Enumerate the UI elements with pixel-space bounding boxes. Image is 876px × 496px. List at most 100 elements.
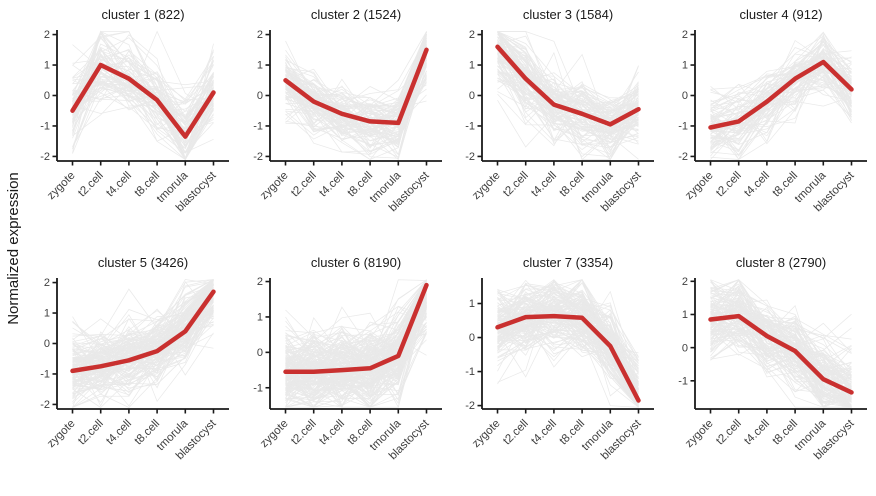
gene-line	[497, 289, 639, 407]
gene-line	[709, 314, 852, 361]
gene-line	[72, 279, 214, 347]
gene-line	[72, 53, 214, 111]
facet-title: cluster 5 (3426)	[98, 255, 188, 270]
gene-line	[72, 57, 214, 86]
gene-line	[284, 291, 427, 396]
gene-line	[284, 307, 427, 392]
gene-line	[709, 305, 852, 393]
gene-lines	[709, 31, 852, 161]
y-tick-label: 2	[44, 29, 50, 41]
gene-line	[497, 54, 639, 151]
facet-grid: cluster 1 (822) -2 -1 0 1 2 zygote t2.cell t4.ce…	[26, 0, 876, 496]
y-axis-title: Normalized expression	[4, 171, 22, 325]
x-tick-label: t2.cell	[501, 418, 531, 448]
y-tick-label: -1	[465, 366, 475, 378]
x-tick-label: t4.cell	[529, 418, 559, 448]
facet-title: cluster 2 (1524)	[310, 7, 400, 22]
x-tick-label: t4.cell	[742, 418, 772, 448]
facet-plot-cluster-7: cluster 7 (3354) -2 -1 0 1 zygotet2.cellt4.ce…	[465, 255, 654, 462]
gene-line	[284, 308, 427, 386]
x-tick-label: t4.cell	[317, 418, 347, 448]
gene-line	[284, 331, 427, 408]
gene-line	[497, 291, 639, 402]
gene-line	[284, 279, 427, 356]
gene-line	[72, 30, 214, 129]
gene-line	[72, 105, 214, 130]
gene-line	[72, 288, 214, 337]
y-tick-label: 1	[256, 60, 262, 72]
x-tick-label: t4.cell	[104, 418, 134, 448]
y-tick-label: 0	[681, 90, 687, 102]
gene-line	[72, 37, 214, 119]
gene-line	[284, 283, 427, 386]
gene-line	[497, 71, 639, 155]
y-tick-label: -2	[465, 151, 475, 163]
gene-line	[72, 317, 214, 387]
facet-cluster-5: cluster 5 (3426) -2 -1 0 1 2 zygote t2.cell t4.c…	[26, 248, 238, 496]
x-tick-label: t4.cell	[742, 170, 772, 200]
gene-line	[709, 308, 852, 403]
cluster-mean-line	[495, 313, 641, 403]
gene-line	[709, 53, 852, 107]
y-tick-label: 0	[256, 347, 262, 359]
gene-line	[72, 279, 214, 349]
gene-line	[284, 46, 427, 135]
gene-line	[72, 77, 214, 126]
gene-line	[709, 309, 852, 346]
x-tick-label: zygote	[45, 170, 77, 202]
gene-line	[709, 51, 852, 161]
gene-line	[284, 59, 427, 147]
y-tick-label: 0	[681, 342, 687, 354]
gene-line	[709, 328, 851, 408]
gene-line	[497, 53, 639, 144]
gene-line	[284, 311, 427, 408]
gene-line	[72, 31, 214, 112]
y-tick-label: 1	[256, 312, 262, 324]
gene-lines	[497, 31, 639, 161]
x-tick-label: t2.cell	[714, 418, 744, 448]
y-tick-label: -1	[253, 121, 263, 133]
y-tick-label: -2	[40, 399, 50, 411]
facet-plot-cluster-2: cluster 2 (1524) -2 -1 0 1 2 zygotet2.cellt4.c…	[253, 7, 442, 214]
y-tick-label: -1	[40, 121, 50, 133]
facet-title: cluster 8 (2790)	[735, 255, 825, 270]
x-tick-label: t2.cell	[76, 418, 106, 448]
gene-line	[497, 79, 639, 145]
gene-line	[497, 279, 639, 361]
facet-cluster-2: cluster 2 (1524) -2 -1 0 1 2 zygote t2.cell t4.c…	[239, 0, 451, 248]
x-tick-label: zygote	[470, 418, 502, 450]
y-tick-label: 2	[44, 277, 50, 289]
gene-line	[72, 279, 214, 385]
y-tick-label: 2	[469, 29, 475, 41]
gene-line	[72, 44, 214, 138]
y-tick-label: 0	[256, 90, 262, 102]
gene-line	[284, 63, 427, 153]
gene-line	[497, 305, 639, 389]
x-tick-label: zygote	[683, 418, 715, 450]
gene-line	[709, 64, 852, 151]
gene-line	[497, 296, 639, 408]
facet-cluster-3: cluster 3 (1584) -2 -1 0 1 2 zygote t2.cell t4.c…	[451, 0, 663, 248]
gene-line	[709, 69, 852, 154]
facet-cluster-4: cluster 4 (912) -2 -1 0 1 2 zygote t2.cell t4.ce…	[664, 0, 876, 248]
y-axis-title-column: Normalized expression	[0, 0, 26, 496]
gene-line	[72, 279, 214, 384]
gene-line	[497, 40, 639, 160]
gene-line	[709, 279, 852, 407]
x-tick-label: zygote	[470, 170, 502, 202]
y-tick-label: 2	[256, 276, 262, 288]
gene-line	[709, 52, 852, 120]
gene-line	[284, 306, 427, 399]
gene-line	[72, 310, 214, 374]
y-tick-label: 1	[44, 60, 50, 72]
y-tick-label: 0	[44, 90, 50, 102]
facet-cluster-1: cluster 1 (822) -2 -1 0 1 2 zygote t2.cell t4.ce…	[26, 0, 238, 248]
gene-line	[72, 307, 214, 386]
gene-line	[72, 327, 214, 376]
gene-line	[497, 286, 639, 384]
gene-line	[709, 75, 852, 119]
facet-plot-cluster-6: cluster 6 (8190) -1 0 1 2 zygotet2.cellt4.cel…	[253, 255, 442, 462]
gene-line	[709, 31, 852, 103]
gene-line	[497, 40, 639, 104]
x-tick-label: t4.cell	[317, 170, 347, 200]
